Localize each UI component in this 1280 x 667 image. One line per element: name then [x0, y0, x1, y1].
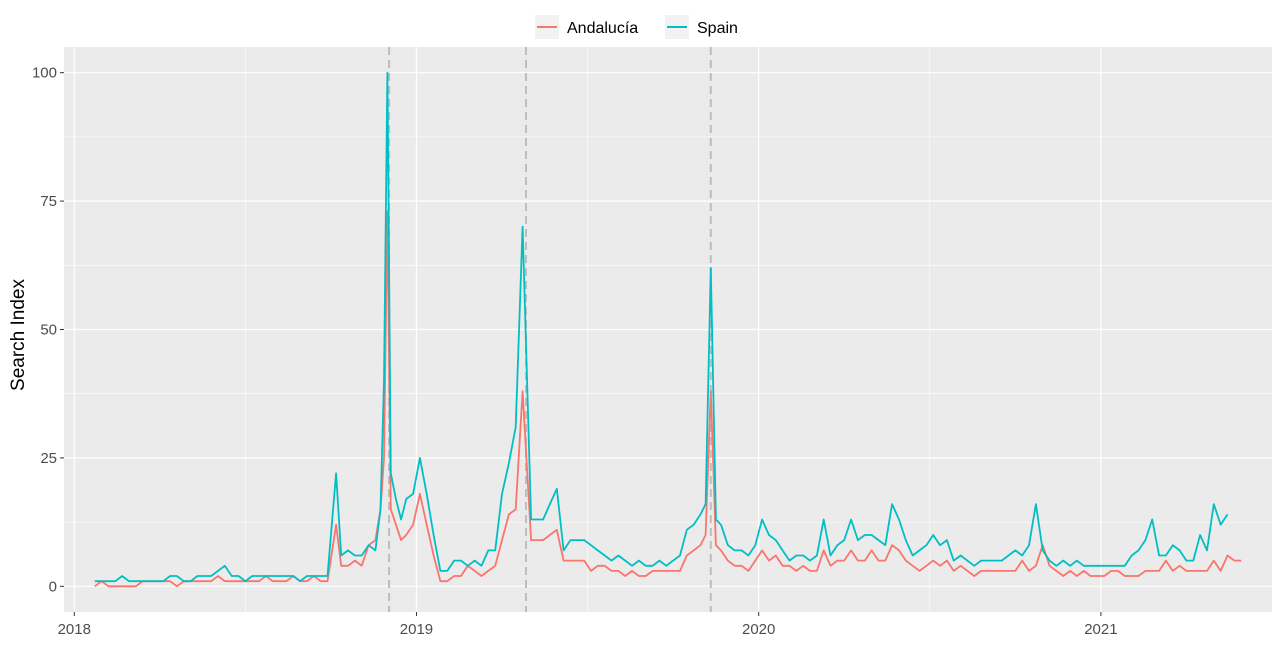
- y-tick-label: 0: [49, 578, 57, 595]
- y-tick-label: 75: [40, 193, 57, 210]
- legend-label-andalucia: Andalucía: [567, 20, 638, 37]
- x-tick-label: 2018: [58, 621, 91, 638]
- legend-label-spain: Spain: [697, 20, 738, 37]
- y-tick-label: 50: [40, 322, 57, 339]
- series-line-spain: [94, 71, 1229, 583]
- y-axis: 0 25 50 75 100: [32, 65, 64, 595]
- x-axis: 2018 2019 2020 2021: [58, 612, 1118, 638]
- x-tick-label: 2021: [1084, 621, 1117, 638]
- series-layer: [94, 71, 1242, 588]
- x-tick-label: 2019: [400, 621, 433, 638]
- grid-layer: [64, 47, 1272, 612]
- event-lines: [388, 47, 712, 612]
- x-tick-label: 2020: [742, 621, 775, 638]
- y-tick-label: 25: [40, 450, 57, 467]
- legend: Andalucía Spain: [535, 15, 738, 39]
- y-tick-label: 100: [32, 65, 57, 82]
- y-axis-title: Search Index: [8, 279, 29, 391]
